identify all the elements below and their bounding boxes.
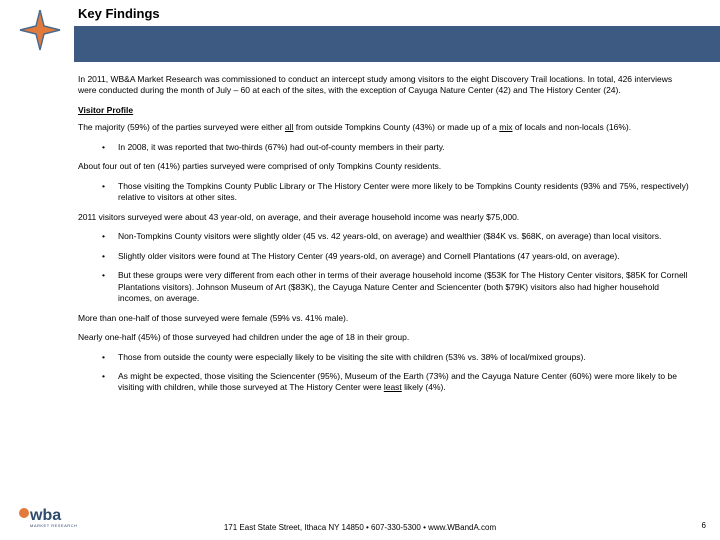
bullet-list-2: •Those visiting the Tompkins County Publ… [78,181,690,204]
list-item: •Those from outside the county were espe… [78,352,690,363]
content-body: In 2011, WB&A Market Research was commis… [0,62,720,394]
list-item: •Those visiting the Tompkins County Publ… [78,181,690,204]
star-decoration-icon [18,8,62,52]
paragraph-1: The majority (59%) of the parties survey… [78,122,690,133]
svg-text:MARKET RESEARCH: MARKET RESEARCH [30,523,77,528]
svg-text:wba: wba [29,507,61,524]
list-item: •As might be expected, those visiting th… [78,371,690,394]
title-bar [74,26,720,62]
list-item: •But these groups were very different fr… [78,270,690,304]
list-item: •In 2008, it was reported that two-third… [78,142,690,153]
page-number: 6 [702,521,706,530]
page-title: Key Findings [78,6,160,21]
paragraph-5: Nearly one-half (45%) of those surveyed … [78,332,690,343]
bullet-list-3: •Non-Tompkins County visitors were sligh… [78,231,690,304]
footer-text: 171 East State Street, Ithaca NY 14850 •… [0,523,720,532]
header: Key Findings [0,0,720,62]
bullet-list-1: •In 2008, it was reported that two-third… [78,142,690,153]
footer: wba MARKET RESEARCH 171 East State Stree… [0,523,720,532]
paragraph-3: 2011 visitors surveyed were about 43 yea… [78,212,690,223]
intro-text: In 2011, WB&A Market Research was commis… [78,74,690,97]
section-heading: Visitor Profile [78,105,690,116]
paragraph-4: More than one-half of those surveyed wer… [78,313,690,324]
bullet-list-4: •Those from outside the county were espe… [78,352,690,394]
list-item: •Slightly older visitors were found at T… [78,251,690,262]
paragraph-2: About four out of ten (41%) parties surv… [78,161,690,172]
list-item: •Non-Tompkins County visitors were sligh… [78,231,690,242]
wba-logo-icon: wba MARKET RESEARCH [18,500,78,530]
